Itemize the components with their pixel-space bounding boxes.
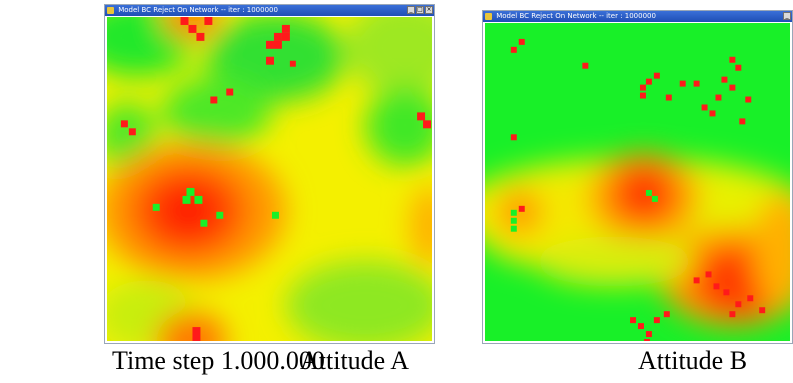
maximize-icon[interactable]: □ (416, 6, 424, 14)
minimize-icon[interactable]: _ (783, 12, 791, 20)
window-title: Model BC Reject On Network -- iter : 100… (496, 12, 656, 20)
minimize-icon[interactable]: _ (407, 6, 415, 14)
close-icon[interactable]: × (425, 6, 433, 14)
simulation-window-a: Model BC Reject On Network -- iter : 100… (104, 4, 435, 344)
title-bar: Model BC Reject On Network -- iter : 100… (105, 5, 434, 16)
app-icon (107, 7, 114, 14)
app-icon (485, 13, 492, 20)
title-bar: Model BC Reject On Network -- iter : 100… (483, 11, 792, 22)
agent-cells-green (510, 189, 658, 232)
attitude-b-caption: Attitude B (638, 346, 748, 375)
window-controls: _ (783, 12, 791, 20)
agent-cells-green (152, 187, 279, 227)
agent-cells-red (120, 17, 432, 341)
attitude-b-grid (485, 23, 790, 341)
attitude-b-heatmap (485, 23, 790, 341)
time-step-caption: Time step 1.000.000 (112, 346, 325, 375)
attitude-a-heatmap (107, 17, 432, 341)
window-title: Model BC Reject On Network -- iter : 100… (118, 6, 278, 14)
attitude-a-caption: Attitude A (300, 346, 410, 375)
attitude-a-grid (107, 17, 432, 341)
agent-cells-red (510, 38, 766, 341)
simulation-window-b: Model BC Reject On Network -- iter : 100… (482, 10, 793, 344)
window-controls: _ □ × (407, 6, 433, 14)
